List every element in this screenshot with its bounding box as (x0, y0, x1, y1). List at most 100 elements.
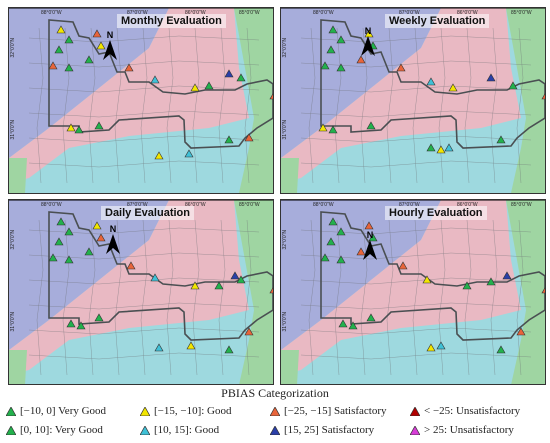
county-line (28, 327, 260, 335)
station-marker (462, 281, 472, 290)
lon-tick: 85°0'0"W (239, 10, 260, 16)
lon-tick: 85°0'0"W (511, 10, 532, 16)
legend-swatch (140, 406, 150, 416)
station-marker (236, 73, 246, 82)
station-marker (74, 125, 84, 134)
station-marker (336, 255, 346, 264)
county-line (412, 219, 420, 376)
station-marker (328, 217, 338, 226)
county-line (88, 27, 96, 184)
triangle-icon (410, 425, 420, 435)
station-marker (326, 237, 336, 246)
station-marker (48, 253, 58, 262)
county-line (192, 27, 200, 184)
station-marker (66, 123, 76, 132)
station-marker (224, 69, 234, 78)
map-canvas (281, 8, 545, 193)
county-line (300, 160, 532, 168)
station-marker (320, 253, 330, 262)
station-marker (64, 35, 74, 44)
county-line (28, 277, 260, 285)
station-marker (364, 29, 374, 38)
station-marker (92, 221, 102, 230)
county-line (412, 27, 420, 184)
county-line (36, 219, 44, 376)
station-marker (328, 125, 338, 134)
station-marker (56, 217, 66, 226)
station-marker (150, 75, 160, 84)
county-line (218, 27, 226, 184)
lat-tick: 32°0'0"N (10, 38, 16, 58)
station-marker (244, 327, 254, 336)
station-marker (356, 247, 366, 256)
map-panel-weekly: Weekly Evaluation 88°0'0"W 87°0'0"W 86°0… (280, 7, 546, 194)
legend-label: [15, 25] Satisfactory (284, 424, 375, 436)
county-line (516, 219, 524, 376)
panel-title: Monthly Evaluation (117, 14, 226, 28)
county-line (386, 27, 394, 184)
legend-item: [10, 15]: Good (140, 424, 219, 436)
county-line (36, 27, 44, 184)
triangle-icon (270, 406, 280, 416)
county-line (300, 35, 532, 43)
lat-tick: 31°0'0"N (10, 120, 16, 140)
station-markers (48, 217, 273, 354)
county-line (300, 352, 532, 360)
county-lines (28, 219, 260, 376)
county-line (62, 27, 70, 184)
station-marker (94, 313, 104, 322)
legend-label: [0, 10]: Very Good (20, 424, 103, 436)
county-line (300, 110, 532, 118)
station-marker (486, 277, 496, 286)
station-marker (190, 281, 200, 290)
station-marker (204, 81, 214, 90)
region-pink (281, 8, 521, 183)
station-marker (236, 275, 246, 284)
legend-item: < −25: Unsatisfactory (410, 405, 520, 417)
county-line (438, 27, 446, 184)
legend-label: [10, 15]: Good (154, 424, 220, 436)
station-marker (64, 63, 74, 72)
region-green-west (281, 158, 299, 193)
region-pink (9, 200, 249, 375)
legend-title: PBIAS Categorization (221, 386, 329, 400)
station-marker (426, 143, 436, 152)
legend-swatch (270, 406, 280, 416)
lon-tick: 85°0'0"W (239, 202, 260, 208)
station-marker (328, 25, 338, 34)
county-line (166, 27, 174, 184)
lat-tick: 31°0'0"N (282, 120, 288, 140)
county-line (28, 135, 260, 143)
lon-tick: 85°0'0"W (511, 202, 532, 208)
north-arrow-icon (103, 40, 117, 60)
legend-item: [−10, 0] Very Good (6, 405, 106, 417)
station-marker (508, 81, 518, 90)
county-line (62, 219, 70, 376)
station-marker (64, 255, 74, 264)
north-arrow-icon (106, 234, 120, 254)
station-marker (396, 63, 406, 72)
station-marker (190, 83, 200, 92)
north-label: N (366, 230, 374, 240)
station-marker (224, 135, 234, 144)
station-marker (398, 261, 408, 270)
county-line (192, 219, 200, 376)
legend-item: [−15, −10]: Good (140, 405, 231, 417)
lon-tick: 87°0'0"W (127, 10, 148, 16)
station-marker (496, 135, 506, 144)
region-green-west (9, 350, 27, 384)
county-line (300, 302, 532, 310)
county-line (308, 219, 316, 376)
station-marker (224, 345, 234, 354)
county-line (244, 27, 252, 184)
county-line (88, 219, 96, 376)
county-line (464, 219, 472, 376)
county-line (360, 219, 368, 376)
county-line (218, 219, 226, 376)
station-marker (448, 83, 458, 92)
station-marker (516, 327, 526, 336)
station-marker (541, 93, 545, 100)
station-marker (368, 233, 378, 242)
county-line (464, 27, 472, 184)
legend-swatch (6, 406, 16, 416)
